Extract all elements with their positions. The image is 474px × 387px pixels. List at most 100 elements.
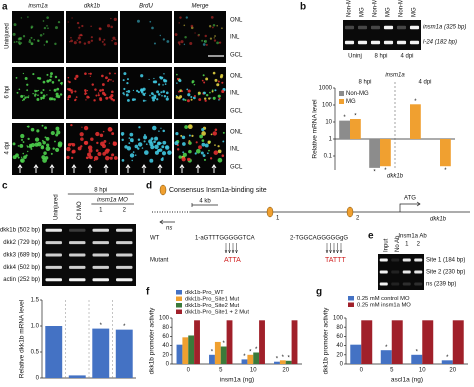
cell-signal (30, 42, 34, 46)
bar (285, 360, 292, 364)
lane-label: MG (360, 7, 366, 17)
cell-signal (202, 43, 206, 46)
cell-signal (153, 77, 155, 80)
legend-swatch (176, 290, 182, 295)
y-tick-label: 100 (159, 316, 170, 322)
y-tick-label: 0 (36, 376, 40, 382)
cell-signal (179, 95, 183, 99)
band-label: dkk2 (729 bp) (3, 240, 40, 246)
cell-signal (150, 92, 154, 95)
gel-band (414, 258, 423, 262)
micrograph (120, 11, 172, 63)
bar (380, 350, 392, 364)
cell-signal (193, 83, 196, 86)
cell-signal (161, 145, 165, 149)
cell-signal (217, 149, 222, 154)
cell-signal (22, 98, 26, 101)
y-axis-label: dkk1b promoter activity (323, 307, 330, 375)
cell-signal (41, 139, 44, 142)
cell-signal (42, 96, 45, 100)
cell-signal (54, 42, 57, 46)
y-tick-label: 0 (340, 362, 344, 368)
cell-signal (153, 42, 156, 45)
cell-signal (221, 81, 224, 84)
gel-band (69, 228, 86, 232)
cell-signal (94, 88, 97, 91)
cell-signal (70, 123, 73, 127)
x-tick-label: 0 (187, 368, 191, 374)
ns-arrow (159, 219, 175, 225)
cell-signal (69, 40, 71, 43)
gel-band (45, 241, 62, 245)
cell-signal (49, 89, 51, 92)
cell-signal (179, 89, 181, 91)
significance: * (282, 355, 285, 361)
cell-signal (75, 74, 79, 78)
significance: * (444, 168, 447, 174)
cell-signal (29, 143, 33, 147)
gel-band (357, 40, 368, 45)
cell-signal (110, 25, 113, 29)
column-header: insm1a (28, 4, 48, 10)
arrow (17, 164, 23, 173)
cell-signal (188, 149, 192, 154)
cell-signal (57, 94, 61, 99)
cell-signal (36, 39, 40, 42)
cell-signal (27, 125, 30, 128)
cell-signal (191, 134, 194, 137)
cell-signal (55, 147, 60, 152)
cell-signal (24, 77, 28, 80)
cell-signal (97, 152, 102, 157)
bar (194, 320, 200, 364)
cell-signal (141, 147, 144, 149)
panel-label: e (368, 231, 374, 242)
y-tick-label: 0 (166, 362, 170, 368)
cell-signal (59, 93, 63, 96)
cell-signal (140, 74, 144, 78)
cell-signal (22, 35, 26, 38)
cell-signal (87, 145, 93, 150)
legend-text: dkk1b-Pro_Site1 Mut (185, 296, 240, 302)
cell-signal (209, 37, 213, 40)
cell-signal (150, 145, 155, 150)
gel-band (92, 278, 109, 282)
cell-signal (181, 157, 186, 162)
cell-signal (217, 80, 220, 83)
cell-signal (108, 142, 111, 144)
cell-signal (166, 40, 170, 43)
cell-signal (127, 90, 131, 93)
arrow (157, 164, 163, 173)
gel-band (92, 241, 109, 245)
cell-signal (175, 132, 179, 136)
gel-band (92, 228, 109, 232)
cell-signal (115, 38, 117, 41)
bar (68, 375, 86, 378)
arrow (49, 164, 55, 173)
band-label: dkk4 (502 bp) (3, 265, 40, 271)
cell-signal (211, 90, 214, 93)
cell-signal (125, 90, 128, 93)
cell-signal (85, 99, 87, 101)
legend-swatch (339, 91, 344, 96)
x-tick-label: 20 (449, 368, 456, 374)
layer-label: ONL (230, 130, 243, 136)
cell-signal (153, 140, 156, 144)
cell-signal (15, 153, 19, 158)
cell-signal (175, 95, 179, 99)
legend-swatch (176, 296, 182, 301)
bar (380, 138, 391, 167)
band-label: insm1a (325 bp) (423, 25, 466, 31)
cell-signal (162, 84, 164, 86)
cell-signal (84, 92, 87, 95)
bar (411, 354, 423, 364)
layer-label: INL (230, 91, 240, 97)
gel-band (396, 40, 407, 45)
gel-band (370, 40, 381, 45)
cell-signal (101, 83, 105, 86)
time-label: 8 hpi (94, 188, 107, 194)
mutation-arrow (339, 243, 343, 254)
cell-signal (112, 98, 115, 102)
cell-signal (42, 88, 45, 92)
cell-signal (186, 88, 189, 91)
bar (247, 354, 254, 364)
